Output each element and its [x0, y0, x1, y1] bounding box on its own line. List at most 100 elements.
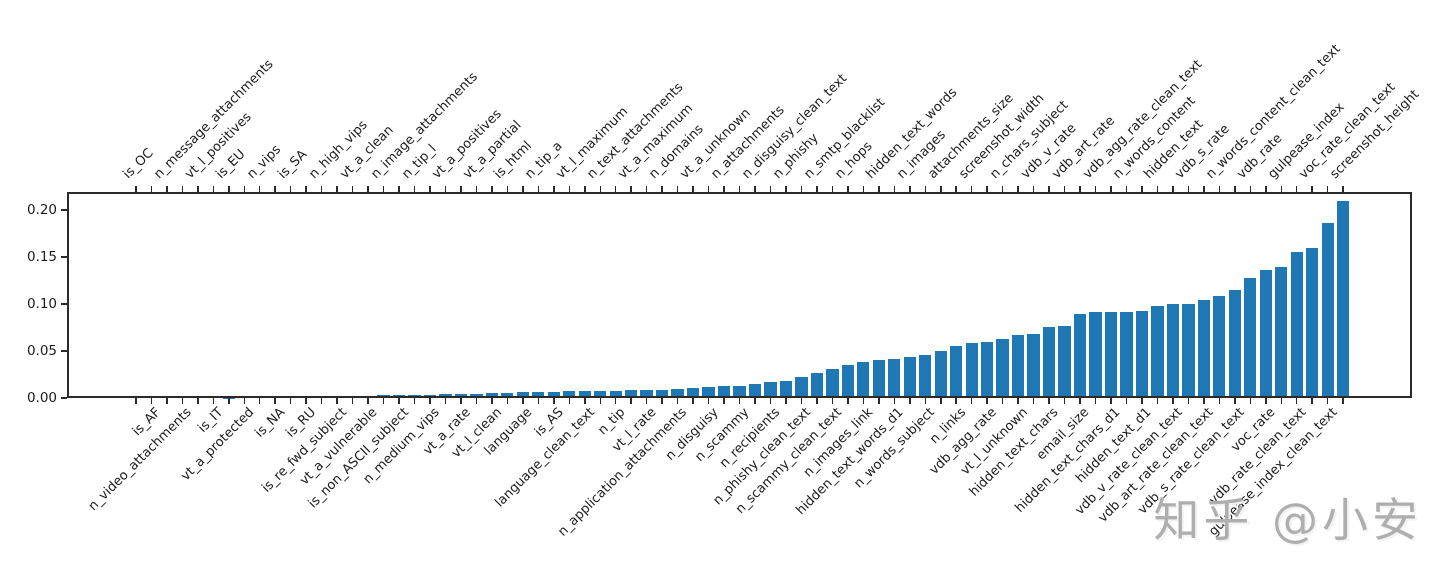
x-tick-top [305, 186, 307, 192]
x-tick-bottom [1172, 398, 1174, 404]
x-tick-bottom [351, 398, 354, 404]
x-tick-top [924, 186, 926, 192]
x-tick-top [661, 186, 663, 192]
x-tick-top [537, 186, 539, 192]
bar-n_hops [841, 365, 855, 398]
x-tick-top [568, 186, 570, 192]
bar-n_chars_subject [996, 338, 1009, 398]
x-tick-top [150, 186, 153, 192]
x-tick-top [1203, 186, 1205, 192]
x-tick-top [692, 186, 694, 192]
y-tick-label: 0.10 [26, 295, 57, 312]
x-tick-bottom [150, 398, 153, 404]
bar-vdb_v_rate_clean_text [1166, 303, 1180, 398]
x-tick-top [212, 186, 214, 192]
x-tick-bottom [1141, 398, 1143, 404]
x-tick-top [197, 186, 199, 192]
x-tick-top [444, 186, 447, 192]
x-tick-top [1063, 186, 1066, 192]
bar-n_phishy_clean_text [795, 377, 808, 398]
x-tick-bottom [1234, 398, 1236, 404]
bar-email_size [1073, 314, 1087, 398]
x-tick-top [769, 186, 772, 192]
x-tick-bottom [1280, 398, 1282, 404]
x-tick-top [723, 186, 725, 192]
bar-n_text_attachments [594, 390, 607, 398]
x-tick-top [847, 186, 849, 192]
x-tick-bottom [661, 398, 663, 404]
bar-vt_a_partial [470, 393, 483, 398]
x-tick-bottom [228, 398, 230, 404]
x-tick-bottom [800, 398, 803, 404]
x-tick-bottom [367, 398, 369, 404]
x-tick-bottom [320, 398, 323, 404]
x-tick-bottom [568, 398, 570, 404]
x-tick-top [351, 186, 354, 192]
x-tick-top [584, 186, 586, 192]
x-tick-bottom [460, 398, 462, 404]
x-tick-top [986, 186, 988, 192]
x-tick-bottom [1032, 398, 1035, 404]
x-tick-label-top: is_OC [120, 145, 157, 182]
x-tick-top [1218, 186, 1221, 192]
x-tick-bottom [1110, 398, 1112, 404]
x-tick-bottom [429, 398, 431, 404]
x-tick-bottom [1218, 398, 1221, 404]
x-tick-top [738, 186, 741, 192]
x-tick-top [878, 186, 880, 192]
y-tick-label: 0.00 [26, 390, 57, 406]
x-tick-top [135, 186, 137, 192]
x-tick-top [1017, 186, 1019, 192]
x-tick-top [1172, 186, 1174, 192]
x-tick-top [506, 186, 509, 192]
x-tick-top [398, 186, 400, 192]
bar-n_links [950, 346, 963, 398]
x-tick-bottom [1311, 398, 1313, 404]
bar-n_phishy [779, 381, 793, 398]
x-tick-top [955, 186, 957, 192]
x-tick-bottom [1295, 398, 1298, 404]
x-tick-bottom [970, 398, 973, 404]
x-tick-top [1094, 186, 1097, 192]
bar-n_images_link [857, 361, 870, 398]
bar-n_application_attachments [671, 389, 684, 398]
bar-gulpease_index [1275, 267, 1288, 398]
x-tick-top [630, 186, 632, 192]
x-tick-top [336, 186, 338, 192]
x-tick-bottom [1203, 398, 1205, 404]
y-tick-label: 0.20 [26, 201, 57, 218]
bar-n_tip [609, 390, 622, 398]
x-tick-bottom [305, 398, 307, 404]
x-tick-label-top: n_vips [244, 142, 284, 182]
x-tick-top [258, 186, 261, 192]
bar-n_words_content [1120, 311, 1133, 398]
x-tick-label-bottom: is_NA [252, 405, 288, 441]
watermark-text: 知乎 @小安 [1153, 493, 1422, 547]
plot-area [67, 192, 1412, 398]
bar-vdb_agg_rate [980, 341, 994, 398]
x-tick-bottom [444, 398, 447, 404]
x-tick-top [181, 186, 184, 192]
x-tick-top [645, 186, 648, 192]
x-tick-bottom [909, 398, 911, 404]
x-tick-bottom [382, 398, 385, 404]
bar-vt_l_rate [640, 389, 653, 398]
bar-vt_l_unknown [1011, 334, 1025, 398]
bar-voc_rate [1259, 270, 1272, 398]
x-tick-bottom [676, 398, 679, 404]
bar-vdb_s_rate [1182, 303, 1195, 398]
x-tick-bottom [785, 398, 787, 404]
x-tick-bottom [893, 398, 895, 404]
bar-n_recipients [764, 382, 777, 398]
bar-hidden_text [1151, 305, 1164, 398]
bar-vdb_art_rate_clean_text [1197, 300, 1210, 398]
x-tick-bottom [491, 398, 493, 404]
x-tick-bottom [1326, 398, 1329, 404]
x-tick-top [1295, 186, 1298, 192]
x-tick-top [940, 186, 942, 192]
x-tick-bottom [274, 398, 276, 404]
x-tick-bottom [553, 398, 555, 404]
x-tick-top [1187, 186, 1190, 192]
y-tick-label: 0.15 [26, 248, 57, 265]
